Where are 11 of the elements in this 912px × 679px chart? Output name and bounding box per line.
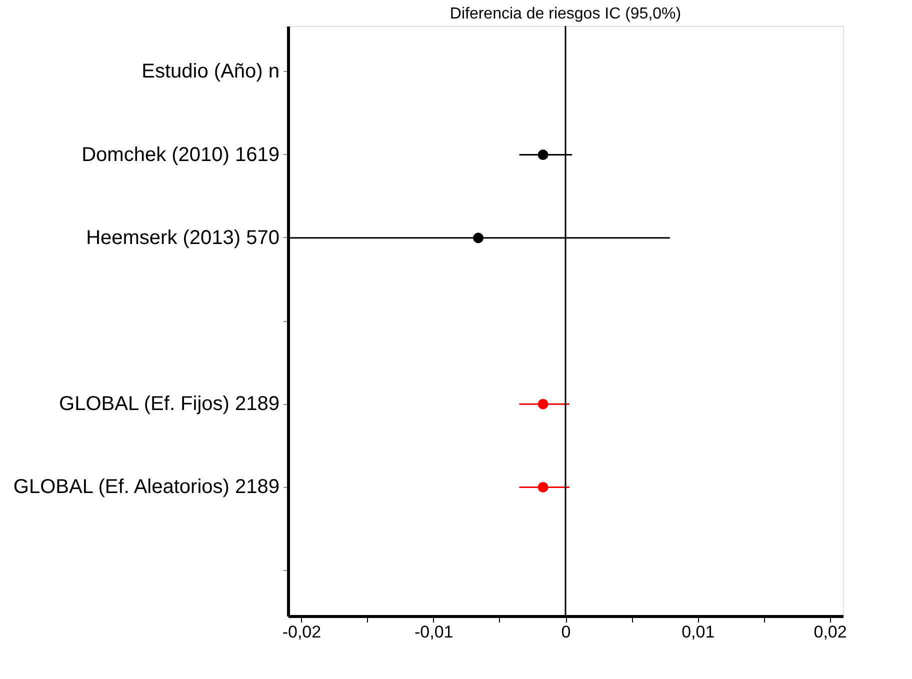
y-tick-label: Domchek (2010) 1619 (82, 144, 280, 166)
y-tick-label: Estudio (Año) n (142, 60, 280, 83)
x-tick-label: -0,01 (414, 622, 454, 642)
x-tick-label: 0,01 (682, 622, 715, 642)
x-tick-label: 0,02 (814, 622, 847, 642)
chart-title: Diferencia de riesgos IC (95,0%) (450, 5, 682, 22)
x-tick-label: -0,02 (282, 622, 322, 642)
y-tick-label: GLOBAL (Ef. Fijos) 2189 (59, 393, 280, 416)
y-tick-label: GLOBAL (Ef. Aleatorios) 2189 (13, 476, 280, 498)
y-tick-label: Heemserk (2013) 570 (86, 226, 280, 249)
x-tick-label: 0 (561, 622, 571, 642)
